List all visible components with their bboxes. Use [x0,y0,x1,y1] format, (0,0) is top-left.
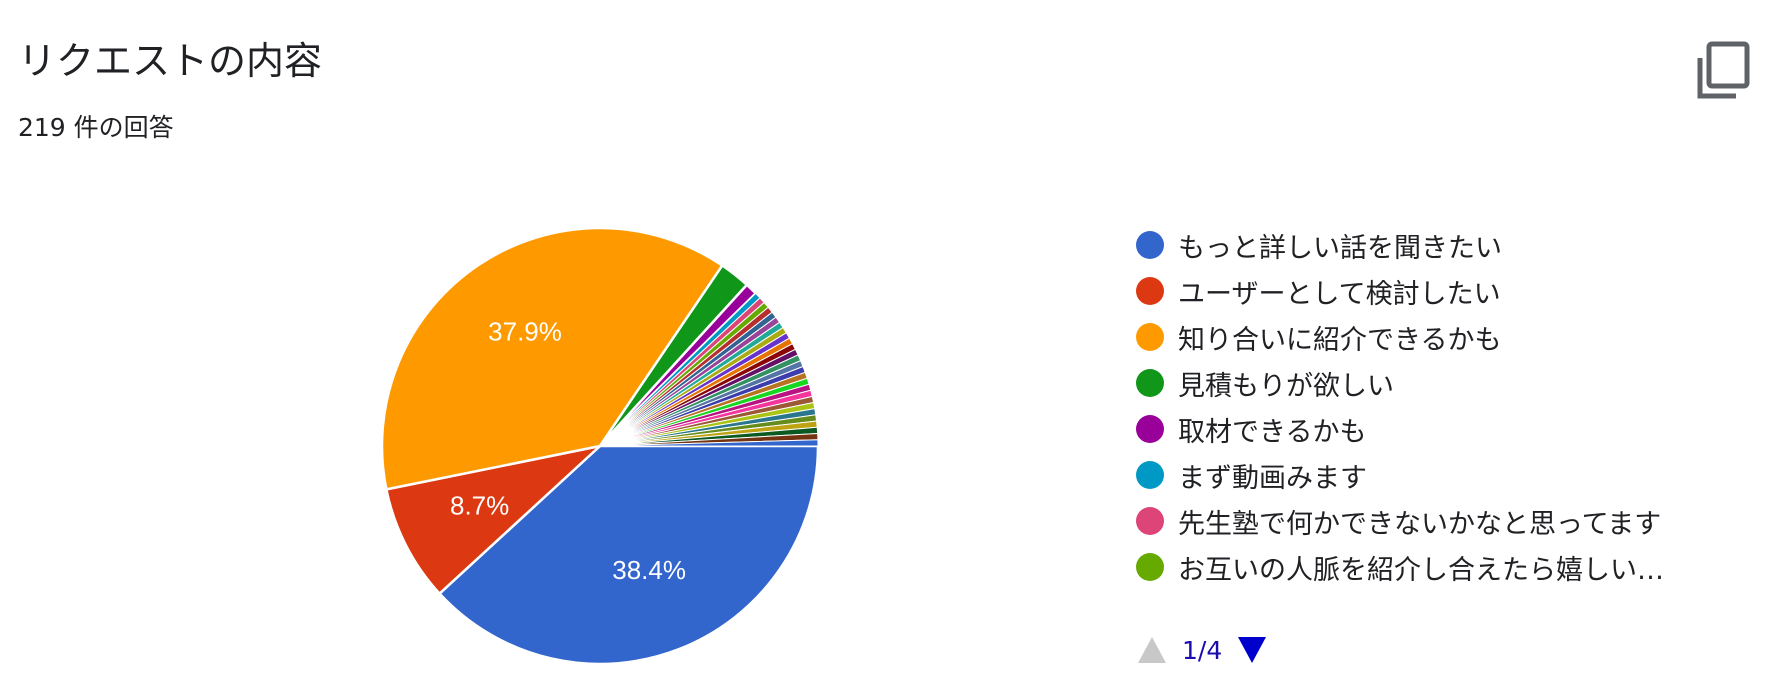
legend-item: ユーザーとして検討したい [1136,268,1664,314]
legend-label: もっと詳しい話を聞きたい [1178,232,1502,264]
legend-item: お互いの人脈を紹介し合えたら嬉しい… [1136,544,1664,590]
page-indicator: 1/4 [1182,635,1223,665]
legend-swatch [1136,507,1164,535]
triangle-down-icon[interactable] [1236,635,1268,665]
legend-swatch [1136,231,1164,259]
legend: もっと詳しい話を聞きたい ユーザーとして検討したい 知り合いに紹介できるかも 見… [1136,222,1664,590]
legend-label: 知り合いに紹介できるかも [1178,324,1502,356]
legend-swatch [1136,323,1164,351]
copy-icon [1697,41,1750,99]
response-count: 219 件の回答 [18,113,174,142]
chart-title: リクエストの内容 [18,39,323,83]
legend-item: 取材できるかも [1136,406,1664,452]
slice-percent-label: 38.4% [612,555,686,585]
triangle-up-icon[interactable] [1136,635,1168,665]
pie-slice [380,226,725,491]
copy-chart-button[interactable] [1696,40,1752,100]
legend-item: まず動画みます [1136,452,1664,498]
pie-slice [599,439,819,447]
legend-item: 先生塾で何かできないかなと思ってます [1136,498,1664,544]
legend-swatch [1136,369,1164,397]
legend-item: 見積もりが欲しい [1136,360,1664,406]
legend-swatch [1136,461,1164,489]
legend-label: まず動画みます [1178,462,1367,494]
legend-label: お互いの人脈を紹介し合えたら嬉しい… [1178,554,1664,586]
legend-swatch [1136,415,1164,443]
legend-label: 取材できるかも [1178,416,1367,448]
legend-swatch [1136,277,1164,305]
pie-chart: 38.4% 8.7% 37.9% [380,226,820,666]
legend-item: 知り合いに紹介できるかも [1136,314,1664,360]
pie-slice [384,443,605,596]
slice-percent-label: 37.9% [488,316,562,346]
legend-item: もっと詳しい話を聞きたい [1136,222,1664,268]
legend-pager: 1/4 [1136,630,1268,670]
slice-percent-label: 8.7% [450,490,509,520]
legend-swatch [1136,553,1164,581]
legend-label: 見積もりが欲しい [1178,370,1394,402]
pie-slice [437,444,820,666]
legend-label: ユーザーとして検討したい [1178,278,1501,310]
legend-label: 先生塾で何かできないかなと思ってます [1178,508,1662,540]
